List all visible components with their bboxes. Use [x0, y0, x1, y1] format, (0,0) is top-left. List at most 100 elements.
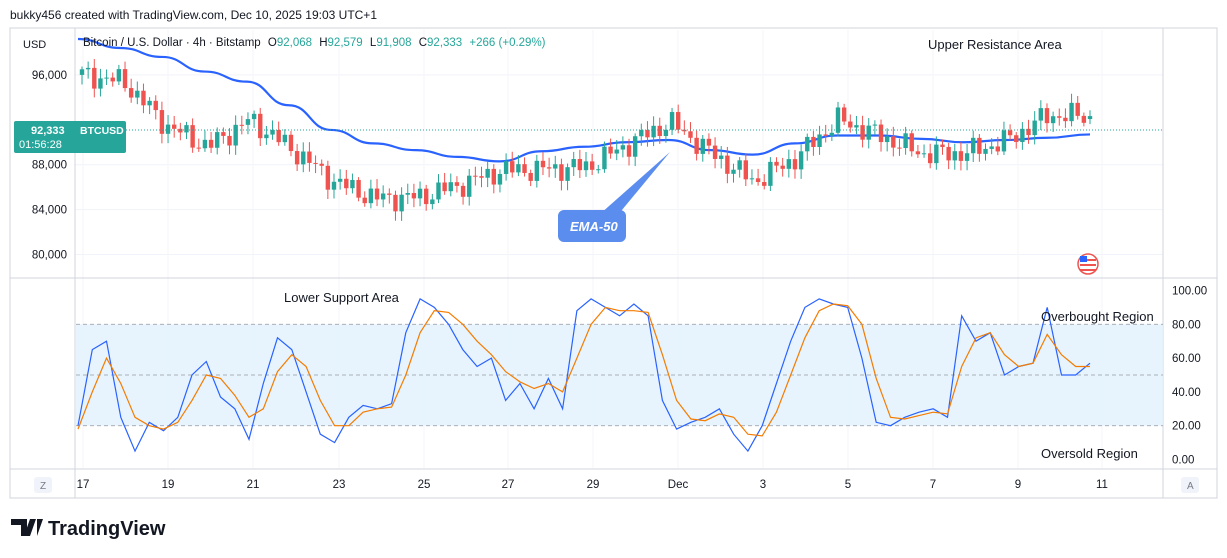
candle — [79, 66, 85, 85]
stoch-tick-label: 40.00 — [1172, 387, 1201, 399]
candle — [553, 155, 558, 178]
candle — [85, 61, 91, 79]
candle — [983, 143, 988, 161]
candle — [964, 143, 970, 171]
candle — [645, 121, 650, 147]
oversold-label: Oversold Region — [1041, 446, 1138, 461]
candle — [608, 138, 613, 159]
candle — [1063, 108, 1068, 128]
legend-o-value: 92,068 — [277, 37, 312, 49]
candle — [995, 136, 1001, 156]
candle — [1001, 121, 1007, 155]
candle — [546, 157, 552, 178]
legend-c-label: C — [419, 37, 427, 49]
candle — [614, 140, 619, 161]
candle — [1087, 110, 1093, 125]
candle — [1057, 108, 1062, 126]
candle — [866, 118, 871, 149]
candle — [405, 183, 410, 205]
candle — [989, 138, 994, 155]
candle — [411, 183, 417, 208]
price-tick-label: 96,000 — [32, 70, 67, 82]
candle — [110, 72, 115, 87]
candle — [282, 129, 288, 146]
x-tick-label: 11 — [1096, 479, 1108, 491]
candle — [436, 174, 441, 204]
candle — [116, 64, 122, 86]
candle — [190, 118, 195, 153]
auto-scale-right-button[interactable]: A — [1181, 477, 1199, 493]
x-tick-label: 25 — [418, 479, 431, 491]
candle — [1044, 103, 1050, 133]
candle — [122, 61, 128, 92]
candle — [1007, 124, 1013, 141]
candle — [780, 157, 785, 177]
stoch-tick-label: 80.00 — [1172, 319, 1201, 331]
candle — [897, 138, 902, 156]
candle-layer — [79, 59, 1093, 221]
candle — [1050, 111, 1056, 132]
candle — [503, 153, 509, 181]
candle — [135, 81, 140, 105]
us-flag-icon[interactable] — [1077, 253, 1099, 275]
candle — [98, 68, 103, 97]
x-tick-label: 27 — [502, 479, 515, 491]
candle — [374, 179, 380, 207]
candle — [454, 176, 460, 193]
candle — [811, 131, 816, 156]
candle — [202, 130, 208, 152]
brand-name: TradingView — [48, 518, 166, 540]
candle — [688, 122, 693, 143]
candle — [288, 131, 294, 157]
candle — [712, 137, 718, 169]
candle — [903, 126, 908, 155]
candle — [147, 97, 152, 115]
candle — [141, 83, 146, 114]
candle — [934, 136, 939, 170]
candle — [921, 144, 927, 158]
candle — [749, 169, 755, 185]
stoch-tick-label: 60.00 — [1172, 353, 1201, 365]
candle — [153, 95, 158, 120]
currency-label[interactable]: USD — [23, 39, 46, 51]
overbought-label: Overbought Region — [1041, 309, 1154, 324]
price-tick-label: 88,000 — [32, 160, 67, 172]
lower-support-label: Lower Support Area — [284, 290, 400, 305]
candle — [301, 142, 306, 173]
candle — [940, 139, 945, 155]
candle — [651, 116, 656, 147]
candle — [700, 134, 705, 162]
auto-scale-left-button[interactable]: Z — [34, 477, 52, 493]
candle — [239, 115, 245, 135]
legend-c-value: 92,333 — [427, 37, 462, 49]
candle — [331, 173, 337, 199]
candle — [104, 69, 109, 86]
x-tick-label: Dec — [668, 479, 689, 491]
candle — [682, 120, 687, 135]
candle — [387, 188, 392, 204]
x-tick-label: 23 — [333, 479, 346, 491]
candle — [1069, 93, 1074, 127]
legend-h-value: 92,579 — [328, 37, 363, 49]
candle — [485, 161, 490, 188]
candle — [276, 121, 281, 146]
candle — [786, 149, 792, 178]
candle — [915, 145, 921, 158]
price-tag-ticker: BTCUSD — [80, 125, 124, 137]
x-tick-label: 21 — [247, 479, 260, 491]
price-tag-price: 92,333 — [31, 125, 65, 137]
candle — [958, 141, 964, 171]
candle — [669, 107, 675, 136]
candle — [571, 151, 576, 176]
candle — [805, 133, 810, 161]
candle — [755, 168, 761, 186]
x-tick-label: 17 — [77, 479, 90, 491]
ema-callout: EMA-50 — [558, 152, 670, 242]
stoch-axis-labels: 100.00 80.00 60.00 40.00 20.00 0.00 — [1172, 285, 1207, 466]
candle — [884, 128, 890, 152]
candle — [368, 179, 374, 209]
candle — [1032, 111, 1037, 145]
candle — [823, 124, 828, 143]
candle — [841, 103, 847, 126]
